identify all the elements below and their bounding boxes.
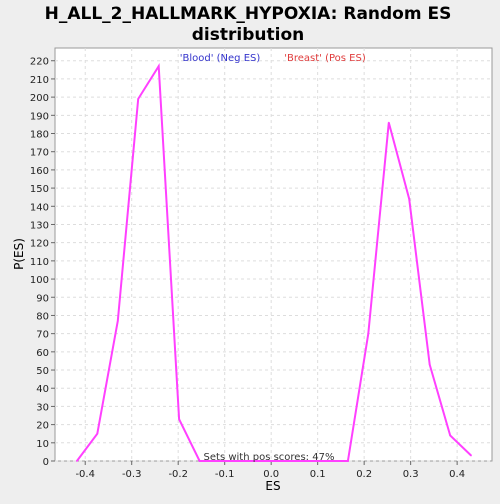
- chart-title-line-1: H_ALL_2_HALLMARK_HYPOXIA: Random ES: [45, 4, 452, 24]
- y-tick-label: 10: [36, 439, 49, 450]
- data-point: [470, 455, 472, 457]
- x-tick-label: -0.2: [168, 469, 188, 480]
- y-tick-label: 160: [30, 166, 49, 177]
- pos-scores-annotation: Sets with pos scores: 47%: [204, 452, 335, 463]
- x-axis-label: ES: [265, 479, 280, 493]
- data-point: [76, 460, 78, 462]
- legend-entry: 'Breast' (Pos ES): [284, 53, 366, 64]
- y-tick-label: 60: [36, 348, 49, 359]
- y-tick-label: 210: [30, 75, 49, 86]
- y-tick-label: 170: [30, 148, 49, 159]
- y-tick-label: 80: [36, 311, 49, 322]
- data-point: [368, 333, 370, 335]
- y-tick-label: 20: [36, 421, 49, 432]
- legend-entry: 'Blood' (Neg ES): [180, 53, 261, 64]
- y-axis-label: P(ES): [12, 238, 26, 270]
- data-point: [137, 98, 139, 100]
- y-tick-label: 220: [30, 57, 49, 68]
- y-tick-label: 200: [30, 93, 49, 104]
- y-tick-label: 190: [30, 111, 49, 122]
- y-tick-label: 110: [30, 257, 49, 268]
- plot-area: [55, 48, 492, 461]
- y-tick-label: 30: [36, 402, 49, 413]
- data-point: [158, 65, 160, 67]
- x-tick-label: 0.2: [356, 469, 372, 480]
- y-tick-label: 40: [36, 384, 49, 395]
- chart-title-line-2: distribution: [192, 25, 304, 45]
- y-tick-label: 120: [30, 239, 49, 250]
- data-point: [429, 364, 431, 366]
- x-tick-label: 0.1: [310, 469, 326, 480]
- y-tick-label: 0: [43, 457, 49, 468]
- data-point: [347, 460, 349, 462]
- y-tick-label: 70: [36, 330, 49, 341]
- y-tick-label: 140: [30, 202, 49, 213]
- data-point: [408, 198, 410, 200]
- data-point: [178, 418, 180, 420]
- data-point: [97, 433, 99, 435]
- x-tick-label: -0.4: [75, 469, 95, 480]
- x-tick-label: -0.3: [122, 469, 142, 480]
- y-tick-label: 100: [30, 275, 49, 286]
- y-tick-label: 150: [30, 184, 49, 195]
- x-tick-label: -0.1: [215, 469, 235, 480]
- y-tick-label: 90: [36, 293, 49, 304]
- x-tick-label: 0.3: [403, 469, 419, 480]
- x-tick-label: 0.4: [449, 469, 465, 480]
- data-point: [117, 320, 119, 322]
- data-point: [199, 460, 201, 462]
- y-tick-label: 180: [30, 130, 49, 141]
- y-tick-label: 130: [30, 220, 49, 231]
- y-tick-label: 50: [36, 366, 49, 377]
- data-point: [388, 122, 390, 124]
- data-point: [449, 435, 451, 437]
